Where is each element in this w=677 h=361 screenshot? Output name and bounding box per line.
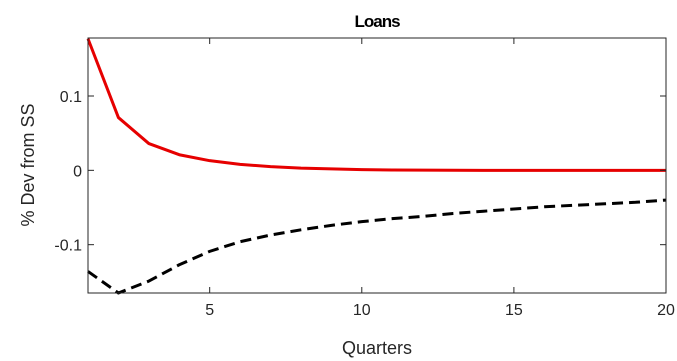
chart-title: Loans <box>354 12 400 31</box>
x-tick-label-2: 10 <box>353 302 371 319</box>
x-axis-title: Quarters <box>342 338 412 358</box>
tick-layer: 5 10 15 20 -0.1 0 0.1 <box>54 38 675 319</box>
series-layer <box>86 38 667 295</box>
series-line-2 <box>87 198 667 295</box>
x-tick-label-3: 15 <box>505 302 523 319</box>
y-tick-label-3: 0.1 <box>60 89 82 106</box>
series-line-1 <box>86 38 666 172</box>
plot-area-background <box>88 38 666 293</box>
x-tick-label-1: 5 <box>205 302 214 319</box>
x-tick-label-4: 20 <box>657 302 675 319</box>
y-tick-label-1: -0.1 <box>54 238 82 255</box>
plot-frame <box>87 37 667 294</box>
y-tick-label-2: 0 <box>73 163 82 180</box>
y-axis-title: % Dev from SS <box>18 103 38 226</box>
